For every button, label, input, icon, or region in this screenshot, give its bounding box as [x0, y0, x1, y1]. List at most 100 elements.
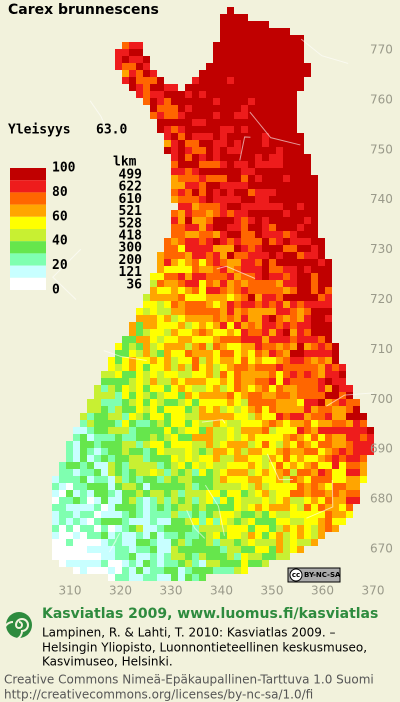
map-cell: [332, 441, 339, 448]
map-cell: [66, 448, 73, 455]
map-cell: [227, 259, 234, 266]
map-cell: [262, 392, 269, 399]
map-cell: [360, 455, 367, 462]
map-cell: [227, 91, 234, 98]
map-cell: [290, 105, 297, 112]
map-cell: [150, 476, 157, 483]
map-cell: [220, 112, 227, 119]
logo-spiral: [3, 618, 29, 641]
map-cell: [269, 175, 276, 182]
map-cell: [234, 56, 241, 63]
map-cell: [115, 553, 122, 560]
map-cell: [143, 518, 150, 525]
map-cell: [311, 399, 318, 406]
map-cell: [227, 56, 234, 63]
map-cell: [248, 224, 255, 231]
map-cell: [73, 483, 80, 490]
map-cell: [290, 504, 297, 511]
map-cell: [73, 567, 80, 574]
legend-count: 36: [126, 277, 142, 292]
map-cell: [192, 175, 199, 182]
map-cell: [80, 427, 87, 434]
map-cell: [150, 560, 157, 567]
map-cell: [171, 350, 178, 357]
legend-swatch: [10, 180, 46, 193]
map-cell: [206, 217, 213, 224]
map-cell: [136, 56, 143, 63]
map-cell: [269, 525, 276, 532]
map-cell: [178, 245, 185, 252]
map-cell: [122, 518, 129, 525]
map-cell: [297, 168, 304, 175]
map-cell: [290, 203, 297, 210]
map-cell: [290, 168, 297, 175]
map-cell: [234, 518, 241, 525]
map-cell: [192, 392, 199, 399]
map-cell: [129, 420, 136, 427]
map-cell: [220, 301, 227, 308]
map-cell: [304, 294, 311, 301]
map-cell: [171, 252, 178, 259]
map-cell: [290, 469, 297, 476]
map-cell: [269, 56, 276, 63]
map-cell: [136, 434, 143, 441]
map-cell: [185, 210, 192, 217]
map-cell: [227, 63, 234, 70]
map-cell: [206, 280, 213, 287]
map-cell: [276, 525, 283, 532]
map-cell: [150, 98, 157, 105]
map-cell: [297, 189, 304, 196]
map-cell: [297, 497, 304, 504]
map-cell: [276, 210, 283, 217]
map-cell: [325, 350, 332, 357]
map-cell: [255, 231, 262, 238]
map-cell: [115, 448, 122, 455]
map-cell: [157, 357, 164, 364]
map-cell: [255, 329, 262, 336]
license-line: Creative Commons Nimeä-Epäkaupallinen-Ta…: [4, 673, 374, 687]
map-cell: [332, 343, 339, 350]
map-cell: [269, 343, 276, 350]
map-cell: [143, 490, 150, 497]
map-cell: [143, 364, 150, 371]
map-cell: [262, 112, 269, 119]
map-cell: [339, 462, 346, 469]
map-cell: [199, 119, 206, 126]
map-cell: [220, 406, 227, 413]
map-cell: [353, 406, 360, 413]
map-cell: [199, 406, 206, 413]
map-cell: [283, 56, 290, 63]
map-cell: [332, 392, 339, 399]
map-cell: [283, 147, 290, 154]
map-cell: [171, 322, 178, 329]
map-cell: [248, 406, 255, 413]
map-cell: [87, 413, 94, 420]
map-cell: [220, 273, 227, 280]
legend-count: 528: [119, 216, 143, 231]
map-cell: [199, 364, 206, 371]
map-cell: [87, 455, 94, 462]
map-cell: [80, 539, 87, 546]
badge-circle: [289, 568, 303, 582]
map-cell: [283, 525, 290, 532]
map-cell: [164, 315, 171, 322]
map-cell: [248, 35, 255, 42]
map-cell: [122, 70, 129, 77]
map-cell: [227, 462, 234, 469]
map-cell: [80, 448, 87, 455]
map-cell: [318, 511, 325, 518]
map-cell: [136, 511, 143, 518]
map-cell: [199, 161, 206, 168]
map-cell: [143, 560, 150, 567]
map-cell: [108, 399, 115, 406]
map-cell: [227, 21, 234, 28]
map-cell: [220, 322, 227, 329]
map-cell: [199, 336, 206, 343]
legend-count: 200: [119, 253, 143, 268]
map-cell: [297, 252, 304, 259]
map-cell: [290, 259, 297, 266]
map-cell: [304, 434, 311, 441]
map-cell: [94, 413, 101, 420]
map-cell: [87, 560, 94, 567]
map-cell: [213, 448, 220, 455]
